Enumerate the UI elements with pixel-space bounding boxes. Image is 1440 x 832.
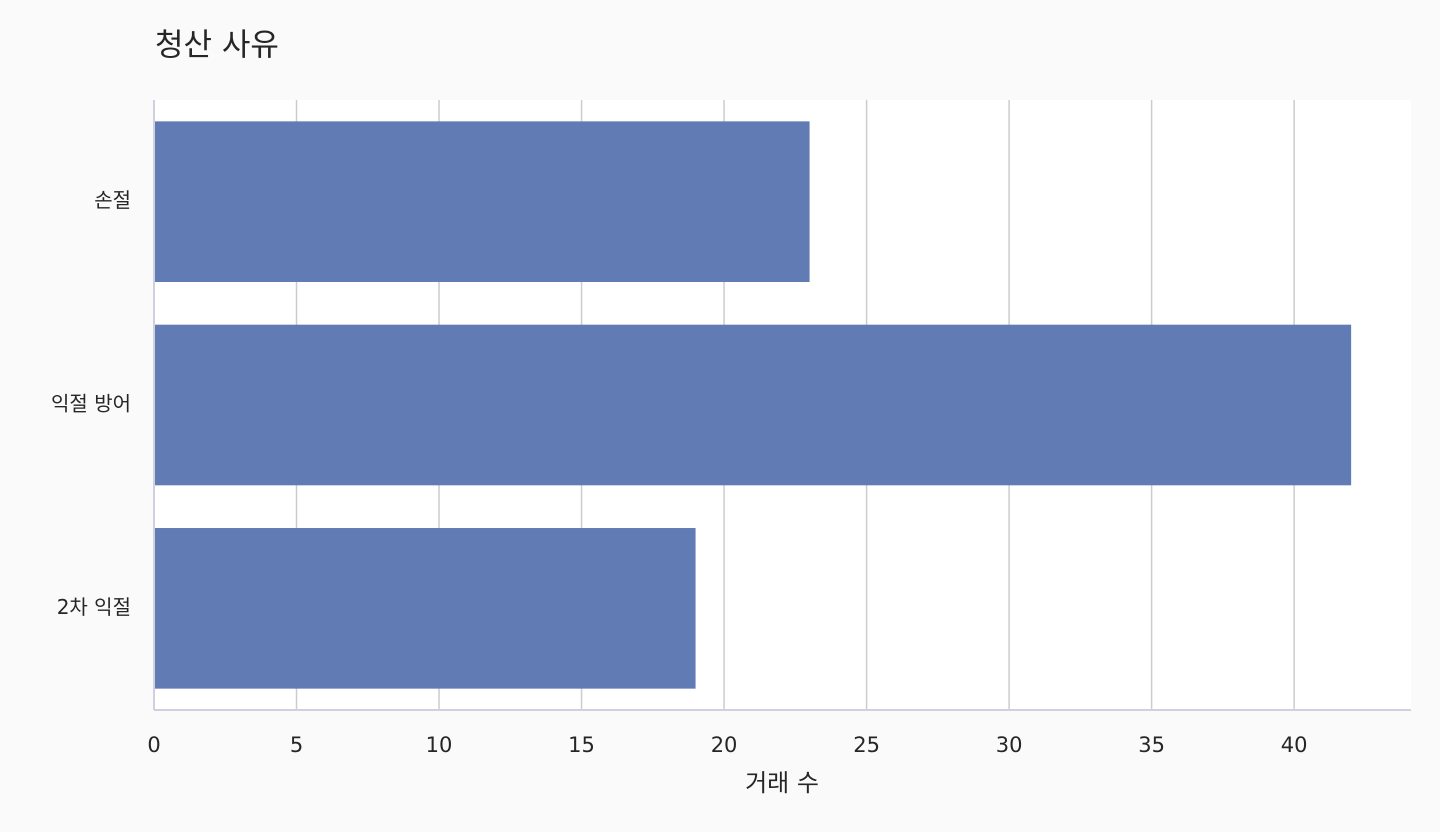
x-tick-label: 10 bbox=[426, 733, 453, 757]
x-tick-label: 15 bbox=[568, 733, 595, 757]
y-tick-label: 손절 bbox=[94, 188, 131, 212]
x-tick-label: 40 bbox=[1281, 733, 1308, 757]
y-tick-label: 익절 방어 bbox=[51, 392, 131, 416]
bar bbox=[154, 324, 1352, 486]
x-tick-label: 20 bbox=[711, 733, 738, 757]
bar bbox=[154, 528, 696, 689]
x-tick-label: 5 bbox=[290, 733, 303, 757]
bar bbox=[154, 121, 810, 282]
y-tick-label: 2차 익절 bbox=[57, 595, 131, 619]
chart-title: 청산 사유 bbox=[155, 28, 279, 64]
x-tick-label: 0 bbox=[147, 733, 160, 757]
x-tick-label: 25 bbox=[853, 733, 880, 757]
x-tick-label: 30 bbox=[996, 733, 1023, 757]
x-axis-label: 거래 수 bbox=[745, 769, 819, 797]
x-tick-label: 35 bbox=[1138, 733, 1165, 757]
